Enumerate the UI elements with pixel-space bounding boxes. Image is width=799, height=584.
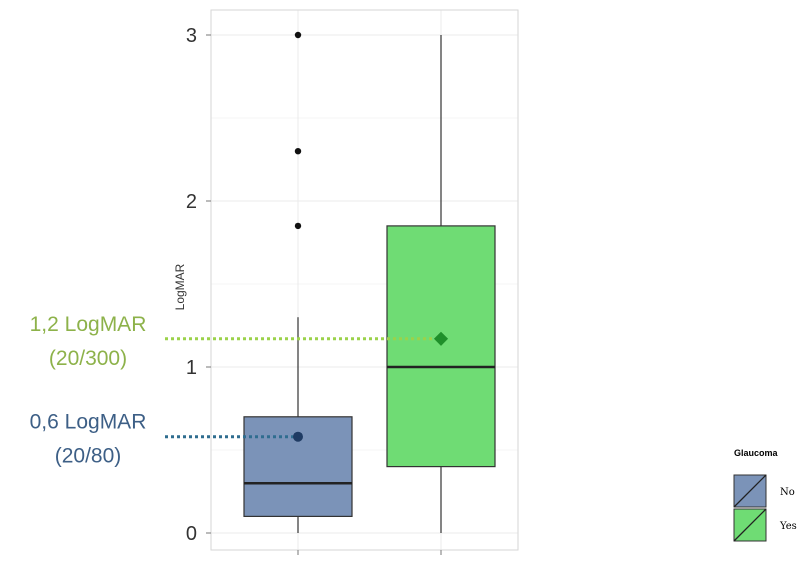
y-axis: 0 1 2 3 [186,25,442,555]
annotation-sublabel: (20/300) [49,347,127,370]
mean-marker [433,331,449,346]
legend-key-diagonal [733,508,767,542]
outlier-point [294,222,302,230]
box-yes [386,225,496,468]
box-layer [243,31,496,533]
y-tick-label: 0 [186,523,197,545]
outlier-point [294,148,302,155]
annotation-label: 0,6 LogMAR [30,411,147,434]
legend-key-diagonal [733,474,767,508]
annotation-sublabel: (20/80) [55,445,122,468]
outlier-point [294,31,302,39]
mean-marker [293,431,303,442]
annotation-layer: 1,2 LogMAR (20/300) 0,6 LogMAR (20/80) [30,313,449,468]
legend-title: Glaucoma [734,448,779,458]
y-tick-label: 2 [186,191,197,213]
legend: Glaucoma No Yes [733,448,797,542]
y-tick-label: 3 [186,25,197,47]
legend-label: No [780,487,795,498]
annotation-label: 1,2 LogMAR [30,313,147,336]
y-axis-label: LogMAR [173,263,187,310]
y-tick-label: 1 [186,357,197,379]
legend-label: Yes [779,521,797,532]
plot-panel-border [210,9,519,551]
